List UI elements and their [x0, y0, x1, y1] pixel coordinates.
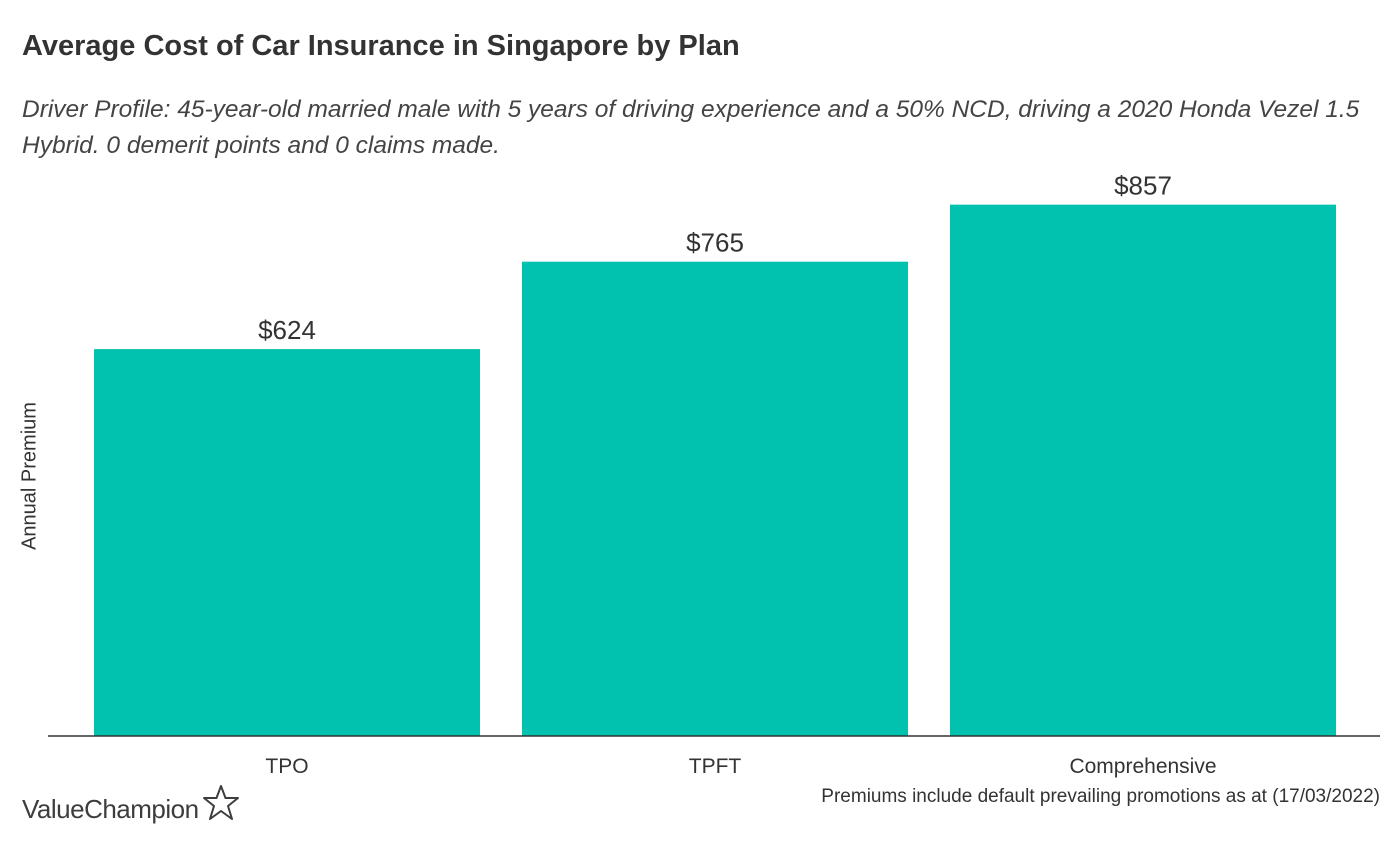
- category-label-tpo: TPO: [265, 755, 308, 778]
- footnote: Premiums include default prevailing prom…: [821, 786, 1380, 807]
- data-label-tpft: $765: [686, 228, 744, 258]
- category-label-comprehensive: Comprehensive: [1069, 755, 1216, 778]
- data-label-comprehensive: $857: [1114, 171, 1172, 201]
- category-label-tpft: TPFT: [689, 755, 742, 778]
- chart-subtitle: Driver Profile: 45-year-old married male…: [22, 96, 1360, 159]
- brand-logo: ValueChampion: [22, 784, 241, 825]
- brand-name: ValueChampion: [22, 794, 199, 824]
- star-outline-icon: [202, 784, 239, 820]
- bar-tpft: [522, 261, 908, 736]
- bar-tpo: [94, 349, 480, 736]
- chart-title: Average Cost of Car Insurance in Singapo…: [22, 30, 740, 62]
- data-label-tpo: $624: [258, 315, 316, 345]
- bar-comprehensive: [950, 204, 1336, 736]
